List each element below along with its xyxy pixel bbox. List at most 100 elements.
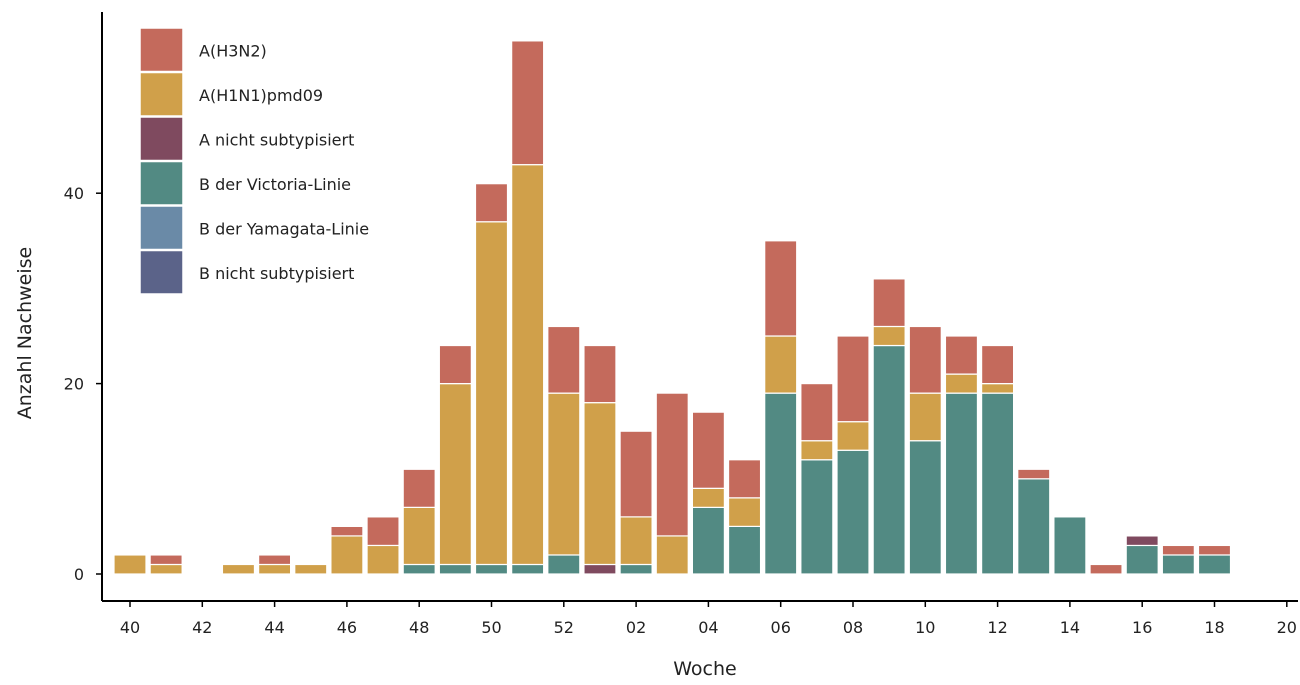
bar-segment [547, 325, 581, 394]
bar-segment [474, 221, 509, 566]
bar-segment [402, 506, 436, 566]
bar-segment [800, 459, 834, 575]
x-tick-label: 42 [192, 618, 212, 637]
bar-segment [727, 497, 762, 527]
bar-segment [980, 344, 1015, 385]
bar-segment [474, 183, 509, 223]
bar-segment [1125, 544, 1159, 575]
x-tick-label: 18 [1204, 618, 1224, 637]
bar-segment [1017, 478, 1051, 575]
bar-segment [727, 525, 762, 575]
bar-segment [908, 440, 942, 575]
bar-segment [1197, 544, 1232, 556]
legend-label: A(H3N2) [199, 41, 267, 60]
bar-segment [258, 563, 292, 575]
x-tick-label: 14 [1060, 618, 1080, 637]
x-tick-label: 16 [1132, 618, 1152, 637]
x-tick-label: 44 [264, 618, 284, 637]
bar-segment [113, 554, 147, 575]
bar-segment [1017, 468, 1051, 480]
bar-segment [221, 563, 256, 575]
bar-segment [691, 506, 726, 575]
legend-label: B nicht subtypisiert [199, 264, 354, 283]
bar-segment [1053, 516, 1087, 575]
bar-segment [1197, 554, 1232, 575]
x-tick-label: 20 [1277, 618, 1297, 637]
legend-label: A nicht subtypisiert [199, 130, 354, 149]
bar-segment [547, 554, 581, 575]
bar-segment [764, 240, 798, 337]
bar-segment [872, 344, 906, 575]
bar-segment [438, 563, 472, 575]
axes-layer: 0 20 40 40 42 44 46 48 50 52 02 04 06 08 10 12 14 16 18 20 [64, 12, 1298, 637]
bar-segment [836, 335, 870, 423]
legend-label: B der Victoria-Linie [199, 175, 351, 194]
bar-segment [438, 344, 472, 385]
bar-segment [619, 516, 653, 566]
bar-segment [872, 278, 906, 328]
x-tick-label: 40 [120, 618, 140, 637]
legend-swatch [139, 160, 184, 206]
x-tick-label: 48 [409, 618, 429, 637]
y-tick-label: 40 [64, 184, 84, 203]
bar-segment [944, 335, 979, 375]
bar-segment [149, 563, 183, 575]
bar-segment [836, 449, 870, 575]
bar-segment [764, 392, 798, 575]
bar-segment [366, 544, 400, 575]
bar-segment [1089, 563, 1123, 575]
bar-segment [655, 535, 689, 575]
bars-layer [113, 40, 1232, 575]
bar-segment [980, 383, 1015, 394]
bar-segment [619, 430, 653, 518]
legend-swatch [139, 27, 184, 73]
legend-swatch [139, 205, 184, 251]
x-tick-label: 52 [554, 618, 574, 637]
y-tick-label: 0 [74, 565, 84, 584]
legend-label: A(H1N1)pmd09 [199, 86, 323, 105]
bar-segment [691, 411, 726, 489]
legend-swatch [139, 71, 184, 117]
bar-segment [511, 40, 545, 166]
x-axis-title: Woche [673, 658, 736, 680]
x-tick-label: 50 [481, 618, 501, 637]
bar-segment [619, 563, 653, 575]
bar-segment [1161, 544, 1195, 556]
bar-segment [800, 440, 834, 461]
x-tick-label: 12 [987, 618, 1007, 637]
x-tick-label: 08 [843, 618, 863, 637]
bar-segment [1161, 554, 1195, 575]
bar-segment [547, 392, 581, 556]
bar-segment [330, 535, 364, 575]
bar-segment [330, 525, 364, 537]
bar-segment [474, 563, 509, 575]
bar-segment [1125, 535, 1159, 547]
bar-segment [258, 554, 292, 566]
bar-segment [402, 468, 436, 508]
x-tick-label: 06 [771, 618, 791, 637]
bar-segment [764, 335, 798, 394]
x-tick-label: 04 [698, 618, 718, 637]
legend-swatch [139, 116, 184, 162]
bar-segment [402, 563, 436, 575]
bar-segment [944, 373, 979, 394]
bar-segment [294, 563, 328, 575]
bar-segment [691, 487, 726, 508]
bar-segment [908, 392, 942, 442]
bar-segment [366, 516, 400, 547]
x-tick-label: 10 [915, 618, 935, 637]
bar-segment [800, 383, 834, 442]
bar-segment [872, 325, 906, 347]
bar-segment [908, 325, 942, 394]
bar-segment [583, 563, 617, 575]
bar-segment [511, 164, 545, 566]
bar-segment [149, 554, 183, 566]
x-tick-label: 02 [626, 618, 646, 637]
legend-swatch [139, 249, 184, 295]
bar-segment [655, 392, 689, 537]
y-tick-label: 20 [64, 375, 84, 394]
legend: A(H3N2) A(H1N1)pmd09 A nicht subtypisiert B… [139, 27, 369, 295]
bar-segment [438, 383, 472, 566]
